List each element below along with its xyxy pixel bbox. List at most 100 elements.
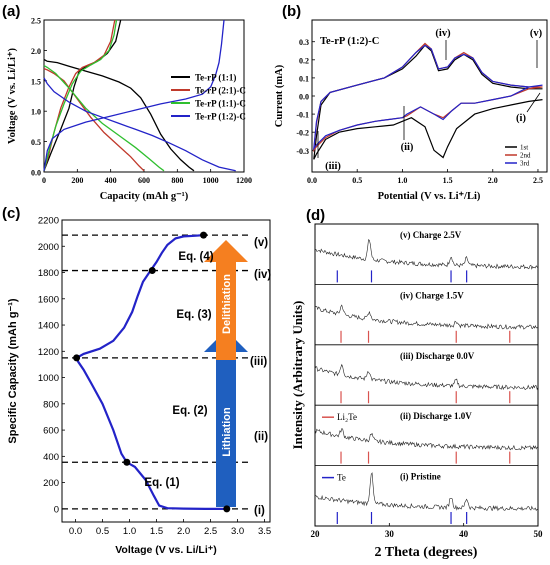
panel-b-legend-entry: 2nd	[520, 152, 531, 160]
panel-d-xrd-pattern	[314, 428, 539, 451]
panel-c-xtick-label: 1.5	[150, 526, 163, 537]
panel-b-letter: (b)	[282, 3, 301, 20]
eq-1-label: Eq. (1)	[144, 477, 179, 489]
panel-b-cv-cycle-3	[312, 44, 543, 151]
panel-b-ytick-label: 0.1	[299, 74, 309, 83]
delithiation-arrow	[204, 240, 248, 360]
panel-a-ytick-label: 2.0	[31, 47, 41, 56]
panel-c-xtick-label: 1.0	[123, 526, 136, 537]
panel-d-ylabel: Intensity (Arbitrary Units)	[290, 301, 305, 450]
panel-a-series-1-discharge	[43, 67, 145, 172]
panel-d-xtick-label: 30	[385, 529, 395, 539]
panel-d-xrd-pattern	[314, 304, 539, 330]
panel-a-xtick-label: 1000	[203, 176, 219, 185]
panel-c-xtick-label: 2.5	[204, 526, 217, 537]
stage-label-iii: (iii)	[250, 356, 267, 368]
panel-a-series-2-discharge	[43, 65, 165, 172]
panel-b-ytick-label: 0.0	[299, 93, 309, 102]
panel-a-ytick-label: 1.5	[31, 77, 41, 86]
panel-b-legend-entry: 3rd	[520, 160, 530, 168]
panel-a-legend-entry: Te-rP (1:1)	[195, 73, 236, 83]
panel-c-equations: Eq. (1) Eq. (2) Eq. (3) Eq. (4)	[144, 251, 213, 489]
eq-2-label: Eq. (2)	[172, 405, 207, 417]
panel-c-ytick-label: 400	[43, 452, 59, 463]
panel-d-pattern-label: (ii) Discharge 1.0V	[400, 411, 472, 421]
panel-c-frame	[61, 219, 271, 523]
panel-b-series	[312, 42, 543, 160]
panel-b-annotation-i: (i)	[516, 113, 526, 124]
panel-d-pattern-label: (i) Pristine	[400, 472, 441, 482]
panel-c-stage-marker	[148, 267, 156, 275]
panel-a-ytick-label: 2.5	[31, 17, 41, 26]
stage-label-iv: (iv)	[254, 269, 271, 281]
panel-d-letter: (d)	[306, 207, 325, 224]
panel-c-xlabel: Voltage (V vs. Li/Li⁺)	[115, 544, 217, 556]
panel-b-ytick-label: -0.3	[296, 147, 309, 156]
panel-c-ytick-label: 2200	[38, 216, 59, 227]
panel-b-cv-cycle-1	[313, 44, 543, 160]
panel-c-ytick-label: 1600	[38, 294, 59, 305]
panel-c-ytick-label: 200	[43, 478, 59, 489]
panel-b-annotation-iii: (iii)	[325, 161, 341, 172]
panel-b-ytick-label: -0.2	[296, 129, 309, 138]
panel-b-legend-entry: 1st	[520, 144, 528, 152]
panel-c-stage-marker	[200, 231, 208, 239]
panel-d-xtick-label: 50	[534, 529, 544, 539]
panel-a-series-0-discharge	[43, 58, 195, 172]
panel-a-legend-entry: Te-rP (1:2)-C	[195, 112, 246, 122]
panel-a-series	[43, 19, 236, 172]
panel-a: (a) Capacity (mAh g⁻¹) Voltage (V vs. Li…	[2, 3, 252, 202]
panel-b-ytick-label: -0.1	[296, 111, 309, 120]
panel-a-series-2-charge	[43, 19, 118, 171]
panel-b-ylabel: Current (mA)	[274, 64, 285, 127]
panel-a-xtick-label: 800	[171, 176, 183, 185]
panel-d-te-label: Te	[337, 473, 346, 483]
panel-a-ticks: 0 200 400 600 800 1000 1200 0.0 0.5 1.0 1.5 2.0 2.5	[31, 17, 252, 186]
panel-c-ytick-label: 800	[43, 399, 59, 410]
panel-a-series-3-charge	[43, 19, 225, 171]
panel-c-xtick-label: 0.0	[69, 526, 82, 537]
delithiation-label: Delithiation	[221, 274, 233, 334]
panel-a-series-1-charge	[43, 19, 116, 171]
panel-d-pattern-label: (iii) Discharge 0.0V	[400, 351, 475, 361]
panel-c-ytick-label: 1000	[38, 373, 59, 384]
panel-d-pattern-label: (iv) Charge 1.5V	[400, 290, 464, 300]
eq-3-label: Eq. (3)	[176, 309, 211, 321]
panel-b-arrow-i	[526, 92, 541, 113]
panel-c-letter: (c)	[2, 205, 20, 222]
panel-a-legend-entry: Te-rP (1:1)-C	[195, 99, 246, 109]
panel-d-ticks: 20 30 40 50	[311, 523, 544, 539]
panel-d-frame	[314, 223, 539, 527]
panel-d-xrd-pattern	[314, 363, 539, 391]
panel-a-ytick-label: 0.0	[31, 169, 41, 178]
stage-label-i: (i)	[254, 505, 265, 517]
panel-a-legend: Te-rP (1:1) Te-rP (2:1)-C Te-rP (1:1)-C Te-…	[171, 73, 246, 122]
panel-a-xtick-label: 600	[138, 176, 150, 185]
panel-c-xtick-label: 0.5	[96, 526, 109, 537]
stage-label-v: (v)	[254, 237, 268, 249]
panel-a-xlabel: Capacity (mAh g⁻¹)	[100, 191, 189, 202]
panel-c-ytick-label: 0	[54, 504, 59, 515]
panel-a-letter: (a)	[2, 3, 20, 20]
panel-c-ytick-label: 1400	[38, 321, 59, 332]
panel-a-xtick-label: 200	[71, 176, 83, 185]
panel-c-ytick-label: 600	[43, 426, 59, 437]
panel-c-ticks: 0.0 0.5 1.0 1.5 2.0 2.5 3.0 3.5 0 200 400 600 800 100…	[38, 216, 271, 538]
panel-c-xtick-label: 2.0	[177, 526, 190, 537]
panel-b-title: Te-rP (1:2)-C	[320, 36, 379, 47]
panel-a-legend-entry: Te-rP (2:1)-C	[195, 86, 246, 96]
panel-c-ytick-label: 1200	[38, 347, 59, 358]
panel-b-annotation-iv: (iv)	[435, 28, 451, 39]
panel-b-annotation-v: (v)	[530, 28, 543, 39]
stage-label-ii: (ii)	[254, 431, 268, 443]
panel-c-stage-lines	[62, 234, 252, 510]
panel-b-ticks: 0.0 0.5 1.0 1.5 2.0 2.5 -0.3 -0.2 -0.1 0.0 0.1 0.2 0…	[296, 38, 543, 185]
panel-d: (d) 2 Theta (degrees) Intensity (Arbitra…	[290, 207, 543, 560]
panel-b-xtick-label: 2.0	[488, 176, 498, 185]
panel-b-xlabel: Potential (V vs. Li⁺/Li)	[378, 191, 481, 202]
panel-a-xtick-label: 1200	[236, 176, 252, 185]
panel-a-series-0-charge	[43, 19, 122, 172]
panel-d-xrd-pattern	[314, 472, 539, 512]
